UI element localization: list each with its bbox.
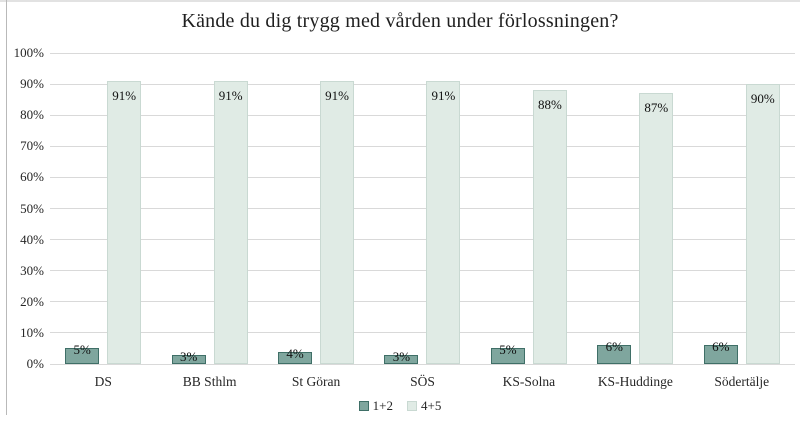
bar-group: 4% 91% St Göran (263, 53, 369, 389)
bar-pair: 5% 91% (65, 53, 142, 364)
gridline (50, 363, 795, 365)
bar-pair: 6% 87% (597, 53, 674, 364)
bar-value-label: 6% (605, 339, 623, 355)
bar-series-4+5: 88% (532, 90, 567, 364)
bar-group: 3% 91% BB Sthlm (156, 53, 262, 389)
bar-value-label: 3% (392, 348, 411, 364)
chart-frame-left-border (6, 0, 7, 415)
bar-series-4+5: 91% (320, 81, 355, 364)
x-category-label: KS-Huddinge (597, 374, 673, 389)
gridline (50, 114, 795, 116)
bar-value-label: 87% (644, 100, 669, 116)
x-category-label: St Göran (291, 374, 341, 389)
bar-series-1+2: 6% (597, 339, 632, 364)
bar-pair: 3% 91% (171, 53, 248, 364)
chart-frame-top-border (0, 0, 800, 2)
bar-pair: 5% 88% (490, 53, 567, 364)
bar-pair: 4% 91% (278, 53, 355, 364)
x-category-label: DS (94, 374, 112, 389)
plot-area: 5% 91% DS 3% 91% BB Sthlm 4% 91% St Göran 3% 91% SÖ… (50, 52, 795, 389)
bar-value-label: 3% (179, 348, 198, 364)
bar-pair: 3% 91% (384, 53, 461, 364)
bar-value-label: 5% (73, 342, 91, 358)
bar-groups: 5% 91% DS 3% 91% BB Sthlm 4% 91% St Göran 3% 91% SÖ… (50, 53, 795, 389)
x-category-label: KS-Solna (502, 374, 556, 389)
y-axis-tick-labels: 0% 10% 20% 30% 40% 50% 60% 70% 80% 90% 100% (0, 45, 44, 371)
gridline (50, 52, 795, 54)
bar-series-4+5: 87% (639, 93, 674, 364)
bar-series-4+5: 91% (213, 81, 248, 364)
legend-label: 4+5 (421, 398, 442, 413)
bar-group: 3% 91% SÖS (369, 53, 475, 389)
y-tick-label: 40% (20, 231, 44, 247)
gridline (50, 301, 795, 303)
gridline (50, 145, 795, 147)
bar-series-1+2: 5% (65, 342, 100, 364)
gridline (50, 239, 795, 241)
bar-series-1+2: 3% (171, 349, 206, 364)
legend-item: 1+2 (358, 398, 393, 414)
gridline (50, 176, 795, 178)
bar-group: 6% 90% Södertälje (689, 53, 795, 389)
y-tick-label: 10% (20, 324, 44, 340)
bar-value-label: 90% (750, 91, 775, 107)
bar-value-label: 91% (431, 88, 456, 103)
bar-group: 6% 87% KS-Huddinge (582, 53, 688, 389)
bar-series-4+5: 91% (426, 81, 461, 364)
bar-group: 5% 91% DS (50, 53, 156, 389)
bar-value-label: 5% (499, 342, 517, 358)
y-tick-label: 90% (20, 76, 44, 92)
y-tick-label: 20% (20, 293, 44, 309)
x-category-label: BB Sthlm (182, 374, 237, 389)
bar-series-1+2: 5% (490, 342, 525, 364)
gridline (50, 332, 795, 334)
y-tick-label: 60% (20, 169, 44, 185)
legend-swatch-icon (358, 401, 369, 411)
bar-value-label: 91% (112, 88, 137, 103)
y-tick-label: 80% (20, 107, 44, 123)
legend: 1+2 4+5 (0, 398, 800, 414)
bar-series-1+2: 6% (703, 339, 738, 364)
y-tick-label: 70% (20, 138, 44, 154)
bar-series-1+2: 3% (384, 349, 419, 364)
bar-value-label: 4% (286, 345, 304, 361)
gridline (50, 208, 795, 209)
legend-swatch-icon (407, 401, 417, 411)
chart-title: Kände du dig trygg med vården under förl… (181, 10, 619, 32)
gridline (50, 83, 795, 85)
x-category-label: SÖS (410, 374, 435, 389)
legend-item: 4+5 (407, 398, 441, 414)
legend-label: 1+2 (372, 398, 393, 413)
bar-pair: 6% 90% (703, 53, 780, 364)
bar-series-1+2: 4% (278, 346, 313, 364)
y-tick-label: 30% (20, 262, 44, 278)
bar-series-4+5: 90% (745, 84, 780, 364)
bar-value-label: 88% (537, 97, 562, 113)
bar-value-label: 6% (712, 339, 730, 355)
bar-value-label: 91% (325, 88, 349, 103)
gridline (50, 270, 795, 272)
y-tick-label: 100% (13, 45, 44, 60)
x-category-label: Södertälje (714, 374, 770, 389)
bar-series-4+5: 91% (107, 81, 142, 364)
bar-value-label: 91% (218, 88, 243, 103)
y-tick-label: 0% (26, 356, 44, 371)
bar-group: 5% 88% KS-Solna (476, 53, 582, 389)
y-tick-label: 50% (20, 200, 44, 216)
